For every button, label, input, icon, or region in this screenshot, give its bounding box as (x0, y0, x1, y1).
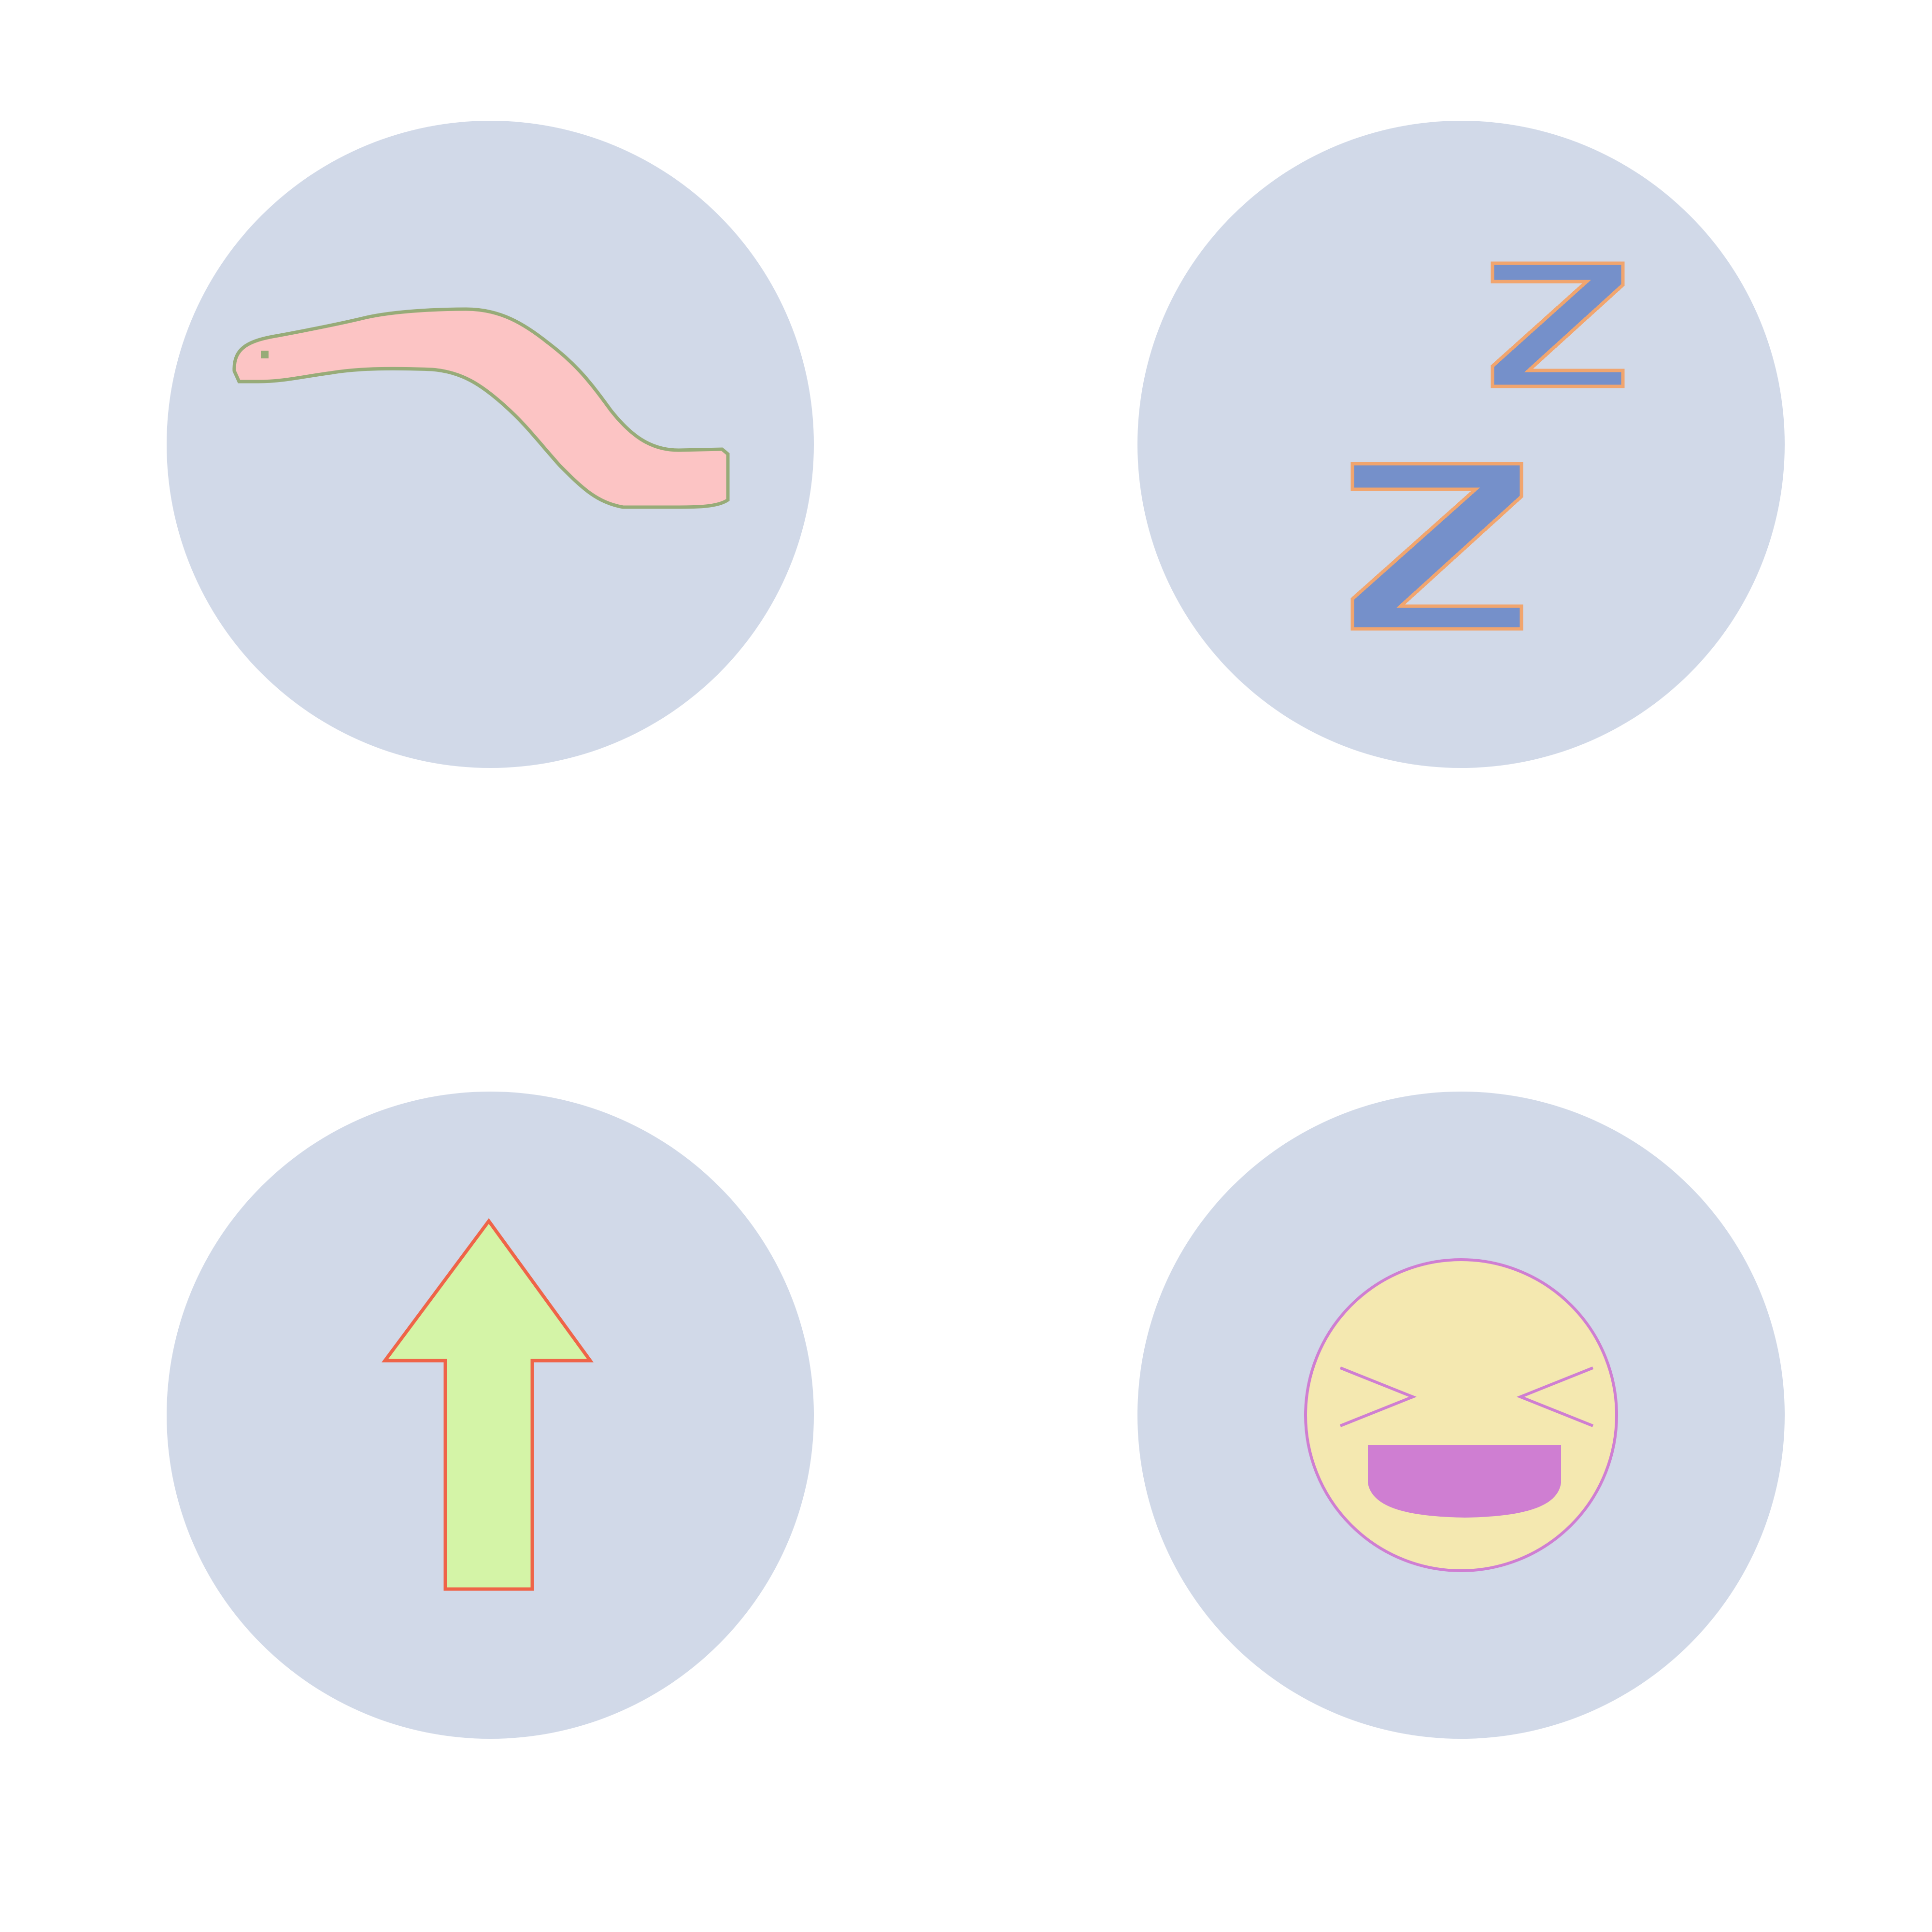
laughing-face-icon (1137, 1092, 1785, 1739)
right-eye-squint (1516, 1366, 1594, 1427)
worm-body (232, 307, 730, 509)
sleep-zzz-icon (1137, 121, 1785, 768)
worm-eye (261, 351, 269, 358)
worm-icon (167, 121, 814, 768)
left-eye-squint (1339, 1366, 1417, 1427)
small-z-letter (1491, 261, 1625, 388)
laughing-face-tile[interactable] (1137, 1092, 1785, 1739)
up-arrow-tile[interactable] (167, 1092, 814, 1739)
open-mouth (1368, 1445, 1561, 1518)
up-arrow-shape (382, 1218, 594, 1591)
sleep-tile[interactable] (1137, 121, 1785, 768)
worm-tile[interactable] (167, 121, 814, 768)
large-z-letter (1350, 462, 1523, 631)
up-arrow-icon (167, 1092, 814, 1739)
